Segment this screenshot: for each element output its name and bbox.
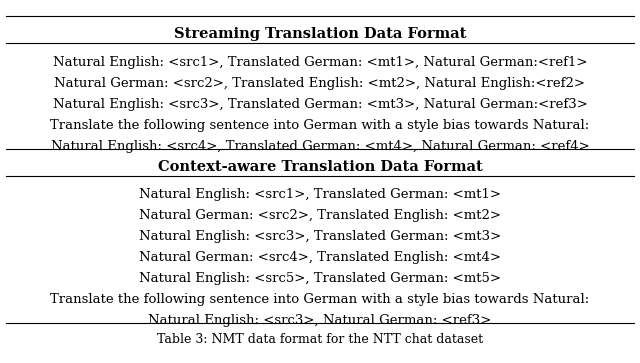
Text: Table 3: NMT data format for the NTT chat dataset: Table 3: NMT data format for the NTT cha…	[157, 333, 483, 346]
Text: Context-aware Translation Data Format: Context-aware Translation Data Format	[157, 159, 483, 174]
Text: Translate the following sentence into German with a style bias towards Natural:: Translate the following sentence into Ge…	[51, 119, 589, 132]
Text: Natural English: <src3>, Translated German: <mt3>, Natural German:<ref3>: Natural English: <src3>, Translated Germ…	[52, 98, 588, 111]
Text: Natural English: <src1>, Translated German: <mt1>: Natural English: <src1>, Translated Germ…	[139, 188, 501, 201]
Text: Streaming Translation Data Format: Streaming Translation Data Format	[174, 27, 466, 41]
Text: Natural English: <src4>, Translated German: <mt4>, Natural German: <ref4>: Natural English: <src4>, Translated Germ…	[51, 140, 589, 153]
Text: Natural German: <src4>, Translated English: <mt4>: Natural German: <src4>, Translated Engli…	[139, 251, 501, 264]
Text: Translate the following sentence into German with a style bias towards Natural:: Translate the following sentence into Ge…	[51, 293, 589, 306]
Text: Natural German: <src2>, Translated English: <mt2>: Natural German: <src2>, Translated Engli…	[139, 209, 501, 222]
Text: Natural English: <src3>, Natural German: <ref3>: Natural English: <src3>, Natural German:…	[148, 314, 492, 327]
Text: Natural English: <src1>, Translated German: <mt1>, Natural German:<ref1>: Natural English: <src1>, Translated Germ…	[52, 56, 588, 69]
Text: Natural English: <src5>, Translated German: <mt5>: Natural English: <src5>, Translated Germ…	[139, 272, 501, 285]
Text: Natural German: <src2>, Translated English: <mt2>, Natural English:<ref2>: Natural German: <src2>, Translated Engli…	[54, 77, 586, 90]
Text: Natural English: <src3>, Translated German: <mt3>: Natural English: <src3>, Translated Germ…	[139, 230, 501, 243]
